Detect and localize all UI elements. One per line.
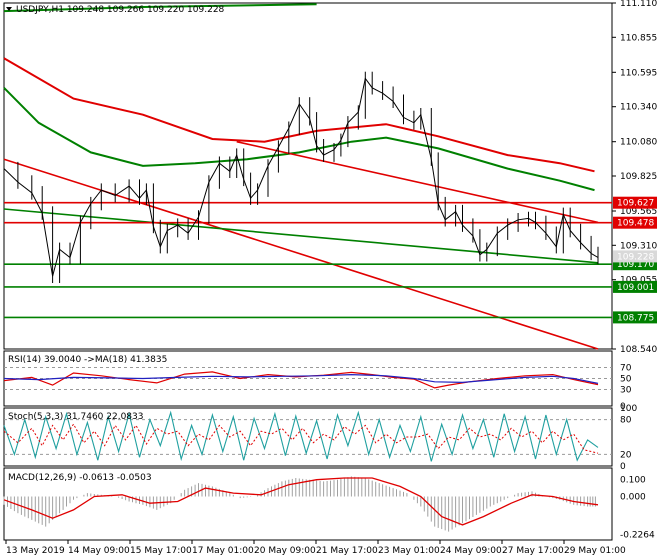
price-tick-label-3: 110.340 bbox=[620, 103, 657, 113]
price-tag-2: 109.170 bbox=[617, 260, 654, 270]
macd-tick-2: -0.2264 bbox=[620, 530, 655, 540]
x-tick-label-9: 29 May 01:00 bbox=[564, 546, 626, 556]
x-tick-label-6: 23 May 01:00 bbox=[378, 546, 440, 556]
rsi-ma-line bbox=[3, 373, 599, 384]
stoch-tick-3: 0 bbox=[620, 462, 626, 472]
macd-tick-0: 0.100 bbox=[620, 476, 646, 486]
price-tag-bg-4 bbox=[613, 311, 657, 324]
trend-line-1 bbox=[3, 208, 599, 264]
rsi-tick-3: 0 bbox=[620, 402, 626, 412]
rsi-label: RSI(14) 39.0040 ->MA(18) 41.3835 bbox=[8, 355, 167, 365]
price-tag-4: 108.775 bbox=[617, 313, 654, 323]
price-tick-label-8: 109.055 bbox=[620, 276, 657, 286]
macd-layer bbox=[3, 476, 599, 532]
price-tag-bg-5 bbox=[613, 250, 657, 263]
macd-label: MACD(12,26,9) -0.0613 -0.0503 bbox=[8, 473, 152, 483]
price-tick-label-0: 111.110 bbox=[620, 0, 657, 9]
moving-average-1 bbox=[3, 87, 595, 192]
trend-line-2 bbox=[236, 140, 599, 224]
price-tag-3: 109.001 bbox=[617, 283, 654, 293]
x-tick-label-3: 17 May 01:00 bbox=[192, 546, 254, 556]
price-tick-label-9: 108.540 bbox=[620, 345, 657, 355]
price-tag-bg-1 bbox=[613, 216, 657, 229]
x-tick-label-5: 21 May 17:00 bbox=[316, 546, 378, 556]
moving-average-2 bbox=[3, 3, 317, 13]
price-tick-label-1: 110.855 bbox=[620, 33, 657, 43]
dropdown-triangle-icon[interactable] bbox=[6, 7, 12, 11]
price-tag-bg-0 bbox=[613, 196, 657, 209]
stoch-label: Stoch(5,3,3) 31.7460 22.0833 bbox=[8, 412, 143, 422]
price-tick-label-5: 109.825 bbox=[620, 172, 657, 182]
price-tag-0: 109.627 bbox=[617, 199, 654, 209]
rsi-tick-0: 70 bbox=[620, 364, 632, 374]
symbol-header: USDJPY,H1 109.248 109.266 109.220 109.22… bbox=[16, 5, 225, 15]
macd-signal-line bbox=[3, 477, 599, 526]
x-tick-label-7: 24 May 09:00 bbox=[440, 546, 502, 556]
stoch-signal-line bbox=[3, 423, 599, 454]
stoch-main-line bbox=[3, 410, 599, 462]
x-tick-label-2: 15 May 17:00 bbox=[130, 546, 192, 556]
price-tag-bg-3 bbox=[613, 280, 657, 293]
price-tag-1: 109.478 bbox=[617, 219, 654, 229]
price-tag-5: 109.228 bbox=[617, 252, 654, 262]
x-tick-label-0: 13 May 2019 bbox=[6, 546, 65, 556]
stoch-layer bbox=[3, 410, 612, 462]
x-tick-label-8: 27 May 17:00 bbox=[502, 546, 564, 556]
rsi-layer bbox=[3, 367, 612, 390]
macd-tick-1: 0.000 bbox=[620, 493, 646, 503]
price-tick-label-6: 109.565 bbox=[620, 207, 657, 217]
axis-layer: 111.110 110.855 110.595 110.340 110.080 109.8… bbox=[5, 0, 657, 556]
price-layer bbox=[3, 3, 612, 350]
price-tick-label-2: 110.595 bbox=[620, 68, 657, 78]
price-tick-label-7: 109.310 bbox=[620, 241, 657, 251]
x-tick-label-4: 20 May 09:00 bbox=[254, 546, 316, 556]
price-pane bbox=[3, 2, 613, 350]
x-tick-label-1: 14 May 09:00 bbox=[68, 546, 130, 556]
stoch-tick-2: 20 bbox=[620, 450, 632, 460]
rsi-tick-2: 30 bbox=[620, 386, 632, 396]
stoch-tick-0: 100 bbox=[620, 404, 637, 414]
rsi-tick-1: 50 bbox=[620, 375, 632, 385]
stoch-tick-1: 80 bbox=[620, 416, 632, 426]
price-tick-label-4: 110.080 bbox=[620, 138, 657, 148]
